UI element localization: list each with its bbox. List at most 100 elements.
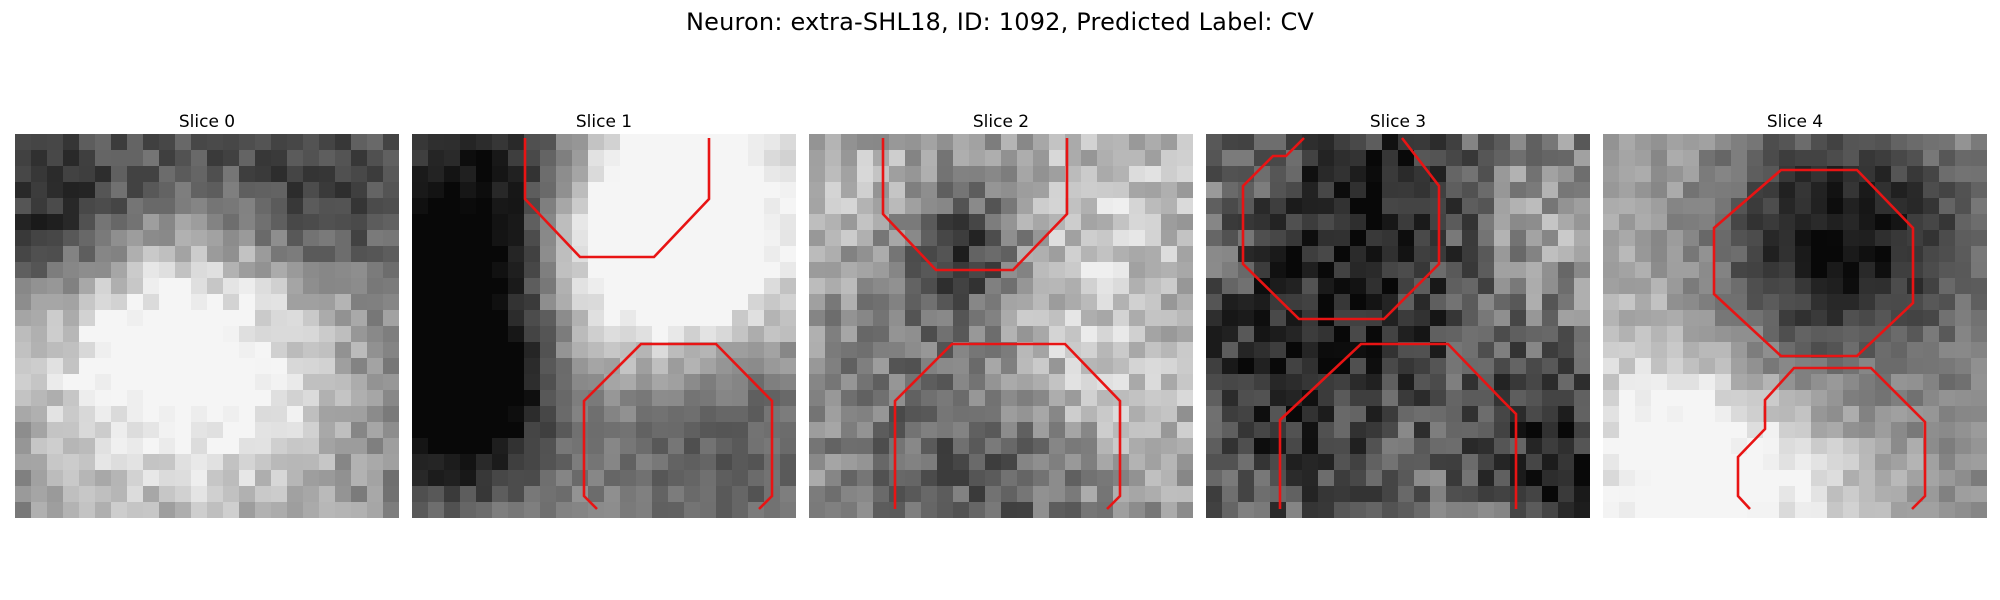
pixel bbox=[159, 502, 176, 518]
pixel bbox=[921, 134, 938, 151]
pixel bbox=[748, 134, 765, 151]
pixel bbox=[1145, 390, 1162, 407]
pixel bbox=[1382, 294, 1399, 311]
pixel bbox=[1795, 214, 1812, 231]
pixel bbox=[143, 278, 160, 295]
pixel bbox=[652, 246, 669, 263]
pixel bbox=[1923, 246, 1940, 263]
pixel bbox=[1001, 166, 1018, 183]
pixel bbox=[175, 406, 192, 423]
pixel bbox=[492, 326, 509, 343]
pixel bbox=[1635, 438, 1652, 455]
pixel bbox=[1651, 230, 1668, 247]
pixel bbox=[1129, 230, 1146, 247]
pixel bbox=[748, 342, 765, 359]
pixel bbox=[1731, 358, 1748, 375]
pixel bbox=[1350, 150, 1367, 167]
pixel bbox=[15, 150, 32, 167]
pixel bbox=[95, 262, 112, 279]
pixel bbox=[1286, 278, 1303, 295]
pixel bbox=[1635, 246, 1652, 263]
pixel bbox=[508, 166, 525, 183]
pixel bbox=[764, 358, 781, 375]
pixel bbox=[1811, 262, 1828, 279]
pixel bbox=[1574, 342, 1590, 359]
pixel bbox=[780, 326, 796, 343]
pixel bbox=[1715, 198, 1732, 215]
pixel bbox=[1302, 246, 1319, 263]
pixel bbox=[985, 358, 1002, 375]
pixel bbox=[1795, 230, 1812, 247]
pixel bbox=[716, 422, 733, 439]
pixel bbox=[271, 182, 288, 199]
pixel bbox=[1955, 358, 1972, 375]
pixel bbox=[1542, 198, 1559, 215]
pixel bbox=[143, 486, 160, 503]
pixel bbox=[127, 486, 144, 503]
pixel bbox=[1097, 230, 1114, 247]
pixel bbox=[1001, 310, 1018, 327]
pixel bbox=[1081, 486, 1098, 503]
pixel bbox=[1254, 182, 1271, 199]
pixel bbox=[1558, 182, 1575, 199]
pixel bbox=[303, 374, 320, 391]
pixel bbox=[303, 134, 320, 151]
pixel bbox=[1510, 342, 1527, 359]
pixel bbox=[1286, 150, 1303, 167]
pixel bbox=[1603, 262, 1620, 279]
pixel bbox=[1494, 278, 1511, 295]
pixel bbox=[1065, 502, 1082, 518]
pixel bbox=[1033, 374, 1050, 391]
pixel bbox=[1398, 198, 1415, 215]
pixel bbox=[1398, 326, 1415, 343]
pixel bbox=[63, 342, 80, 359]
pixel bbox=[1939, 214, 1956, 231]
pixel bbox=[367, 326, 384, 343]
pixel bbox=[1430, 406, 1447, 423]
pixel bbox=[905, 486, 922, 503]
pixel bbox=[841, 422, 858, 439]
pixel bbox=[1619, 230, 1636, 247]
pixel bbox=[1891, 262, 1908, 279]
pixel bbox=[1017, 246, 1034, 263]
pixel bbox=[15, 294, 32, 311]
pixel bbox=[460, 358, 477, 375]
pixel bbox=[1177, 358, 1193, 375]
pixel bbox=[588, 150, 605, 167]
pixel bbox=[271, 310, 288, 327]
pixel bbox=[492, 182, 509, 199]
pixel bbox=[1065, 374, 1082, 391]
pixel bbox=[1699, 438, 1716, 455]
pixel bbox=[1398, 486, 1415, 503]
pixel bbox=[1971, 390, 1987, 407]
pixel bbox=[1859, 198, 1876, 215]
pixel bbox=[1049, 182, 1066, 199]
pixel bbox=[1478, 438, 1495, 455]
pixel bbox=[1603, 150, 1620, 167]
pixel bbox=[732, 310, 749, 327]
pixel bbox=[668, 470, 685, 487]
pixel bbox=[111, 294, 128, 311]
pixel bbox=[223, 294, 240, 311]
pixel bbox=[79, 214, 96, 231]
pixel bbox=[191, 342, 208, 359]
pixel bbox=[1382, 214, 1399, 231]
pixel bbox=[1222, 358, 1239, 375]
pixel bbox=[1398, 502, 1415, 518]
pixel bbox=[31, 198, 48, 215]
pixel bbox=[1683, 342, 1700, 359]
pixel bbox=[572, 310, 589, 327]
pixel bbox=[780, 278, 796, 295]
pixel bbox=[1222, 438, 1239, 455]
pixel bbox=[1875, 470, 1892, 487]
pixel bbox=[508, 230, 525, 247]
pixel bbox=[175, 182, 192, 199]
pixel bbox=[367, 310, 384, 327]
pixel bbox=[1270, 310, 1287, 327]
pixel bbox=[1097, 358, 1114, 375]
pixel bbox=[604, 166, 621, 183]
pixel bbox=[1270, 198, 1287, 215]
pixel bbox=[873, 374, 890, 391]
pixel bbox=[1510, 262, 1527, 279]
pixel bbox=[556, 214, 573, 231]
